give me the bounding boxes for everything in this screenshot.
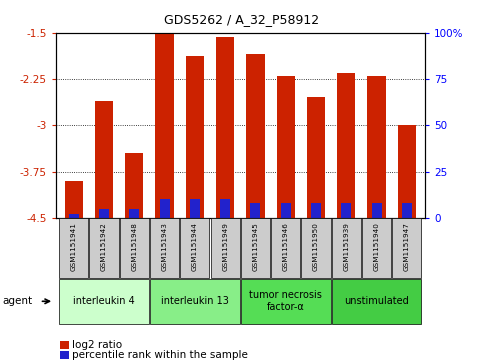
Text: GSM1151943: GSM1151943 xyxy=(162,222,168,271)
Text: GSM1151940: GSM1151940 xyxy=(373,222,380,271)
Bar xyxy=(65,181,83,218)
Bar xyxy=(371,203,382,218)
Bar xyxy=(59,218,88,278)
Bar xyxy=(241,218,270,278)
Text: log2 ratio: log2 ratio xyxy=(72,340,123,350)
Bar xyxy=(190,199,200,218)
Bar xyxy=(150,218,179,278)
Bar xyxy=(271,218,300,278)
Bar xyxy=(180,218,210,278)
Bar xyxy=(337,73,355,218)
Bar xyxy=(99,208,109,218)
Text: interleukin 4: interleukin 4 xyxy=(73,296,135,306)
Text: agent: agent xyxy=(2,296,32,306)
Bar xyxy=(120,218,149,278)
Bar xyxy=(150,279,240,324)
Bar xyxy=(125,153,143,218)
Text: GSM1151947: GSM1151947 xyxy=(404,222,410,271)
Bar xyxy=(368,76,385,218)
Bar xyxy=(341,203,351,218)
Bar xyxy=(311,203,321,218)
Text: unstimulated: unstimulated xyxy=(344,296,409,306)
Bar xyxy=(69,214,79,218)
Bar xyxy=(392,218,421,278)
Bar xyxy=(362,218,391,278)
Bar xyxy=(277,76,295,218)
Bar xyxy=(241,279,330,324)
Text: GSM1151945: GSM1151945 xyxy=(253,222,258,271)
Text: interleukin 13: interleukin 13 xyxy=(161,296,229,306)
Bar xyxy=(129,208,139,218)
Bar xyxy=(246,54,265,218)
Bar xyxy=(89,218,118,278)
Bar xyxy=(251,203,260,218)
Bar xyxy=(159,199,170,218)
Text: GSM1151949: GSM1151949 xyxy=(222,222,228,271)
Bar xyxy=(332,279,421,324)
Bar xyxy=(186,56,204,218)
Bar xyxy=(156,34,174,218)
Bar xyxy=(307,97,325,218)
Text: GSM1151948: GSM1151948 xyxy=(131,222,137,271)
Text: GSM1151946: GSM1151946 xyxy=(283,222,289,271)
Text: GSM1151950: GSM1151950 xyxy=(313,222,319,271)
Text: GDS5262 / A_32_P58912: GDS5262 / A_32_P58912 xyxy=(164,13,319,26)
Bar xyxy=(332,218,361,278)
Text: GSM1151939: GSM1151939 xyxy=(343,222,349,271)
Bar xyxy=(59,279,149,324)
Bar xyxy=(220,199,230,218)
Bar xyxy=(281,203,291,218)
Text: GSM1151944: GSM1151944 xyxy=(192,222,198,271)
Text: GSM1151941: GSM1151941 xyxy=(71,222,77,271)
Bar xyxy=(95,101,113,218)
Bar xyxy=(211,218,240,278)
Text: percentile rank within the sample: percentile rank within the sample xyxy=(72,350,248,360)
Bar xyxy=(402,203,412,218)
Bar xyxy=(216,37,234,218)
Bar xyxy=(301,218,330,278)
Bar xyxy=(398,125,416,218)
Text: tumor necrosis
factor-α: tumor necrosis factor-α xyxy=(249,290,322,312)
Text: GSM1151942: GSM1151942 xyxy=(101,222,107,271)
